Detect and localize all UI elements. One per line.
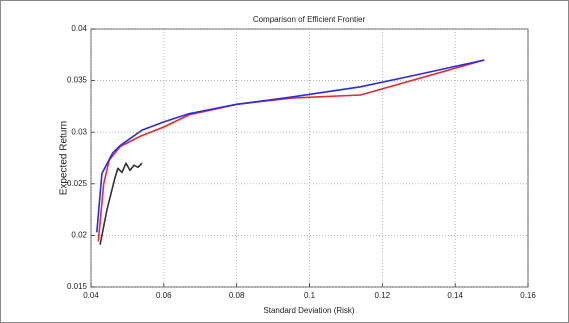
y-tick-label: 0.02 <box>71 231 87 240</box>
x-tick-label: 0.06 <box>156 291 172 300</box>
chart: Comparison of Efficient Frontier Standar… <box>0 0 569 323</box>
x-axis-label: Standard Deviation (Risk) <box>263 306 354 315</box>
x-tick-label: 0.1 <box>304 291 316 300</box>
y-tick-label: 0.03 <box>71 127 87 136</box>
x-tick-label: 0.08 <box>229 291 245 300</box>
x-tick-label: 0.16 <box>520 291 536 300</box>
x-tick-label: 0.04 <box>83 291 99 300</box>
chart-title: Comparison of Efficient Frontier <box>253 15 366 24</box>
y-tick-label: 0.04 <box>71 24 87 33</box>
x-tick-label: 0.14 <box>447 291 463 300</box>
y-tick-label: 0.035 <box>67 76 88 85</box>
y-tick-label: 0.025 <box>67 179 88 188</box>
frame <box>1 1 569 323</box>
x-tick-label: 0.12 <box>375 291 391 300</box>
y-tick-label: 0.015 <box>67 282 88 291</box>
